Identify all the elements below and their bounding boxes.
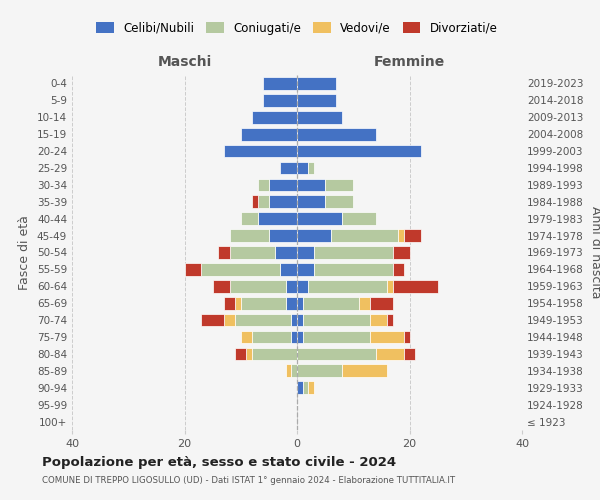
Bar — [202, 314, 224, 326]
Bar — [297, 297, 302, 310]
Bar — [286, 280, 297, 292]
Bar — [235, 314, 292, 326]
Bar — [241, 330, 252, 344]
Bar — [224, 144, 297, 158]
Bar — [398, 230, 404, 242]
Bar — [286, 364, 292, 377]
Bar — [297, 330, 302, 344]
Bar — [331, 230, 398, 242]
Bar — [269, 196, 297, 208]
Bar — [370, 297, 392, 310]
Bar — [297, 196, 325, 208]
Bar — [404, 330, 409, 344]
Bar — [297, 263, 314, 276]
Bar — [359, 297, 370, 310]
Bar — [218, 246, 229, 259]
Bar — [297, 230, 331, 242]
Bar — [224, 297, 235, 310]
Bar — [302, 330, 370, 344]
Bar — [247, 348, 252, 360]
Bar — [297, 280, 308, 292]
Bar — [252, 196, 257, 208]
Bar — [302, 382, 308, 394]
Bar — [269, 230, 297, 242]
Bar — [229, 246, 275, 259]
Bar — [280, 162, 297, 174]
Bar — [314, 263, 392, 276]
Bar — [252, 348, 297, 360]
Bar — [212, 280, 229, 292]
Bar — [241, 297, 286, 310]
Y-axis label: Fasce di età: Fasce di età — [19, 215, 31, 290]
Bar — [286, 297, 297, 310]
Bar — [342, 212, 376, 225]
Bar — [342, 364, 387, 377]
Bar — [370, 314, 387, 326]
Bar — [252, 111, 297, 124]
Bar — [325, 178, 353, 191]
Text: Femmine: Femmine — [374, 55, 445, 69]
Bar — [263, 77, 297, 90]
Bar — [325, 196, 353, 208]
Y-axis label: Anni di nascita: Anni di nascita — [589, 206, 600, 298]
Bar — [257, 178, 269, 191]
Bar — [314, 246, 392, 259]
Bar — [263, 94, 297, 106]
Bar — [185, 263, 202, 276]
Bar — [297, 128, 376, 140]
Bar — [292, 314, 297, 326]
Bar — [297, 77, 337, 90]
Bar — [297, 212, 342, 225]
Text: COMUNE DI TREPPO LIGOSULLO (UD) - Dati ISTAT 1° gennaio 2024 - Elaborazione TUTT: COMUNE DI TREPPO LIGOSULLO (UD) - Dati I… — [42, 476, 455, 485]
Bar — [302, 314, 370, 326]
Bar — [224, 314, 235, 326]
Bar — [370, 330, 404, 344]
Bar — [297, 348, 376, 360]
Bar — [297, 178, 325, 191]
Bar — [297, 314, 302, 326]
Text: Maschi: Maschi — [157, 55, 212, 69]
Bar — [297, 94, 337, 106]
Bar — [308, 382, 314, 394]
Bar — [280, 263, 297, 276]
Bar — [297, 246, 314, 259]
Bar — [392, 246, 409, 259]
Bar — [235, 297, 241, 310]
Bar — [257, 196, 269, 208]
Bar — [269, 178, 297, 191]
Bar — [229, 280, 286, 292]
Bar — [235, 348, 247, 360]
Bar — [241, 212, 257, 225]
Bar — [308, 280, 387, 292]
Bar — [202, 263, 280, 276]
Bar — [308, 162, 314, 174]
Bar — [252, 330, 292, 344]
Bar — [392, 263, 404, 276]
Bar — [297, 162, 308, 174]
Bar — [292, 330, 297, 344]
Bar — [297, 144, 421, 158]
Bar — [392, 280, 437, 292]
Legend: Celibi/Nubili, Coniugati/e, Vedovi/e, Divorziati/e: Celibi/Nubili, Coniugati/e, Vedovi/e, Di… — [92, 17, 502, 40]
Bar — [302, 297, 359, 310]
Bar — [387, 314, 392, 326]
Bar — [297, 382, 302, 394]
Bar — [404, 230, 421, 242]
Bar — [387, 280, 392, 292]
Bar — [404, 348, 415, 360]
Bar — [376, 348, 404, 360]
Bar — [297, 111, 342, 124]
Text: Popolazione per età, sesso e stato civile - 2024: Popolazione per età, sesso e stato civil… — [42, 456, 396, 469]
Bar — [275, 246, 297, 259]
Bar — [229, 230, 269, 242]
Bar — [257, 212, 297, 225]
Bar — [297, 364, 342, 377]
Bar — [292, 364, 297, 377]
Bar — [241, 128, 297, 140]
